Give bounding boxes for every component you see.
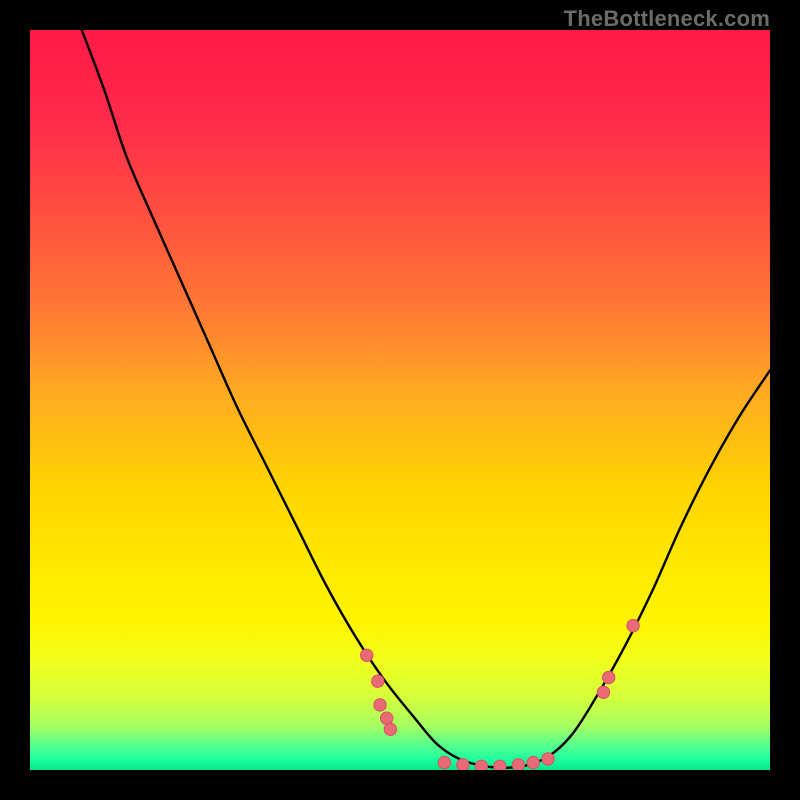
- data-marker: [380, 712, 392, 724]
- data-marker: [361, 649, 373, 661]
- data-marker: [372, 675, 384, 687]
- data-marker: [597, 686, 609, 698]
- bottleneck-curve: [82, 30, 770, 768]
- data-marker: [527, 756, 539, 768]
- marker-group: [361, 620, 640, 771]
- chart-plot-area: [30, 30, 770, 770]
- data-marker: [602, 671, 614, 683]
- data-marker: [374, 699, 386, 711]
- watermark-text: TheBottleneck.com: [564, 6, 770, 32]
- data-marker: [542, 753, 554, 765]
- data-marker: [512, 759, 524, 770]
- chart-curve-layer: [30, 30, 770, 770]
- data-marker: [384, 723, 396, 735]
- data-marker: [457, 759, 469, 770]
- data-marker: [494, 760, 506, 770]
- data-marker: [438, 756, 450, 768]
- data-marker: [475, 760, 487, 770]
- data-marker: [627, 620, 639, 632]
